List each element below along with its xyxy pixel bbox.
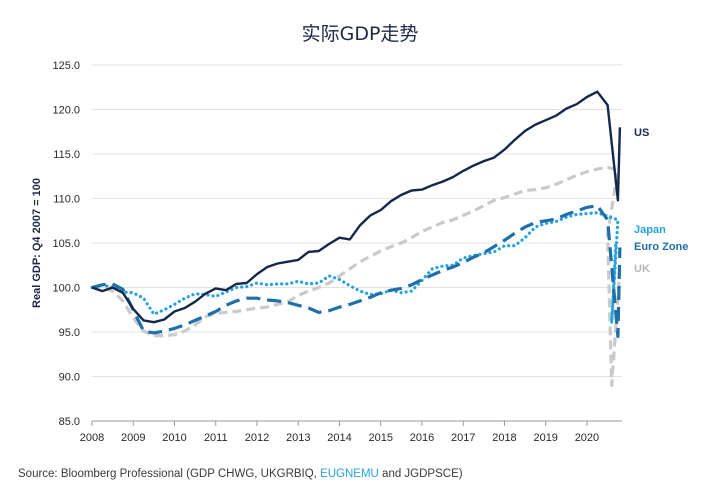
x-tick-label: 2008 [80, 432, 104, 444]
source-highlight: EUGNEMU [320, 468, 379, 480]
legend-label-japan: Japan [634, 224, 666, 236]
x-tick-label: 2020 [575, 432, 599, 444]
y-tick-label: 95.0 [59, 327, 80, 339]
x-tick-label: 2017 [451, 432, 475, 444]
y-tick-label: 125.0 [52, 60, 80, 72]
y-tick-label: 85.0 [59, 416, 80, 428]
y-tick-label: 100.0 [52, 283, 80, 295]
y-tick-label: 120.0 [52, 105, 80, 117]
series-line-us [91, 90, 622, 324]
y-tick-label: 90.0 [59, 372, 80, 384]
y-axis-label: Real GDP: Q4 2007 = 100 [31, 178, 43, 308]
legend-label-us: US [634, 127, 649, 139]
y-tick-label: 110.0 [53, 194, 80, 206]
gdp-line-chart: 实际GDP走势 125.0 120.0 115.0 110.0 105.0 100.0 95… [31, 23, 688, 444]
x-tick-label: 2019 [533, 432, 557, 444]
x-tick-label: 2013 [286, 432, 310, 444]
series-line-euro-zone [91, 204, 622, 338]
x-tick-label: 2010 [162, 432, 186, 444]
x-tick-label: 2012 [245, 432, 269, 444]
source-text: Source: Bloomberg Professional (GDP CHWG… [18, 468, 321, 480]
chart-title: 实际GDP走势 [302, 23, 419, 45]
series-line-uk [91, 165, 622, 387]
grid [92, 64, 622, 422]
y-tick-label: 115.0 [53, 149, 80, 161]
y-tick-label: 105.0 [52, 238, 80, 250]
legend-label-euro-zone: Euro Zone [634, 241, 688, 253]
series-line-japan [90, 211, 620, 325]
x-tick-label: 2016 [410, 432, 434, 444]
x-axis: 2008 2009 2010 2011 2012 2013 2014 2015 2016 2017… [80, 421, 599, 444]
x-tick-label: 2015 [368, 432, 392, 444]
legend: US Japan Euro Zone UK [634, 127, 688, 275]
series-group [90, 90, 622, 387]
source-note: Source: Bloomberg Professional (GDP CHWG… [18, 468, 463, 480]
x-tick-label: 2009 [121, 432, 145, 444]
x-tick-label: 2011 [204, 432, 228, 444]
x-tick-label: 2018 [492, 432, 516, 444]
y-axis: 125.0 120.0 115.0 110.0 105.0 100.0 95.0 90.0 85… [52, 60, 80, 428]
legend-label-uk: UK [634, 263, 650, 275]
source-suffix: and JGDPSCE) [378, 468, 463, 480]
x-tick-label: 2014 [327, 432, 351, 444]
